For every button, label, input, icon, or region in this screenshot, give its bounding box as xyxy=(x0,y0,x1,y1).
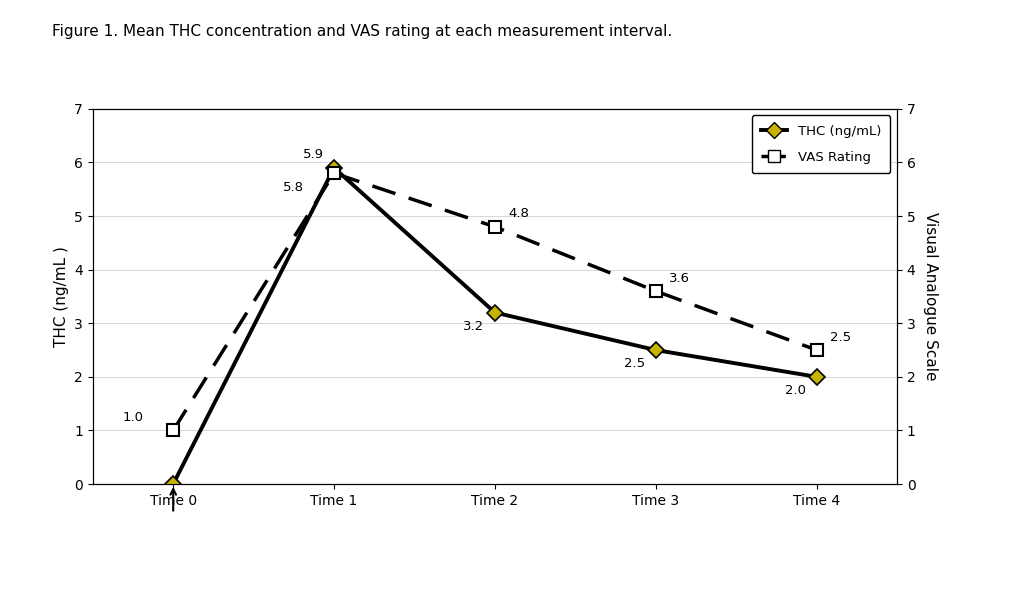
Text: 4.8: 4.8 xyxy=(508,208,530,220)
Y-axis label: THC (ng/mL ): THC (ng/mL ) xyxy=(54,246,69,347)
Legend: THC (ng/mL), VAS Rating: THC (ng/mL), VAS Rating xyxy=(752,116,891,173)
Text: 2.0: 2.0 xyxy=(786,384,806,397)
Text: 3.6: 3.6 xyxy=(669,272,691,285)
Text: Figure 1. Mean THC concentration and VAS rating at each measurement interval.: Figure 1. Mean THC concentration and VAS… xyxy=(52,24,672,39)
Text: 2.5: 2.5 xyxy=(624,358,645,370)
Text: 5.8: 5.8 xyxy=(284,180,304,194)
Text: 5.9: 5.9 xyxy=(303,148,324,161)
Text: 3.2: 3.2 xyxy=(463,320,485,333)
Y-axis label: Visual Analogue Scale: Visual Analogue Scale xyxy=(923,212,938,381)
Text: 2.5: 2.5 xyxy=(830,330,852,344)
Text: 1.0: 1.0 xyxy=(123,411,143,424)
